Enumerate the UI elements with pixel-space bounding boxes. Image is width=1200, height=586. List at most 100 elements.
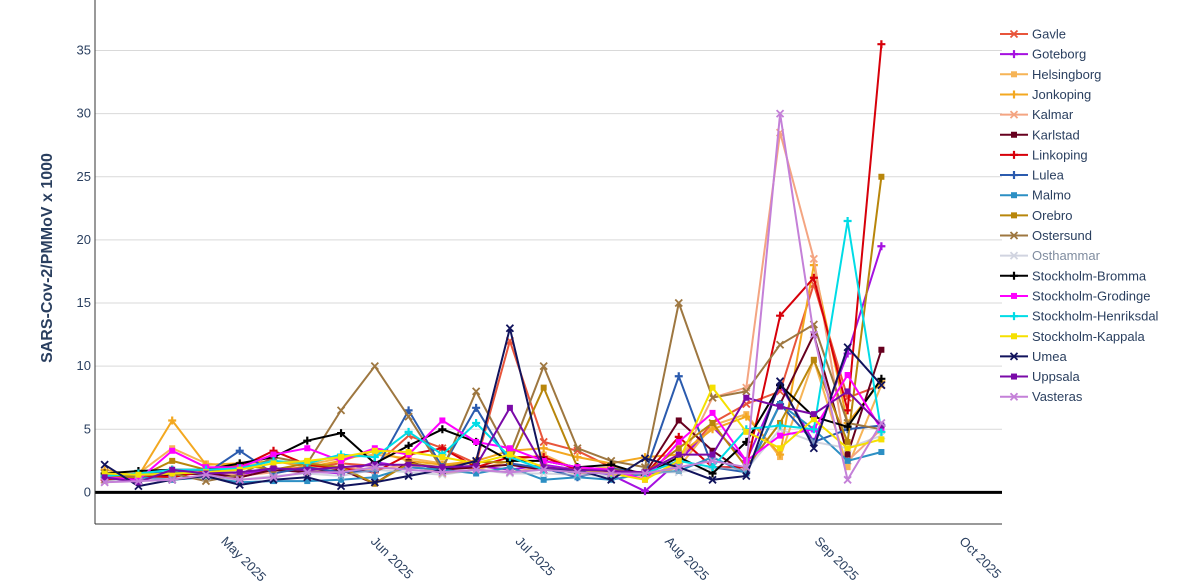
axes (94, 0, 1002, 525)
data-point (878, 436, 885, 443)
legend-label: Stockholm-Grodinge (1032, 288, 1151, 303)
data-point (775, 109, 785, 118)
data-point (473, 438, 480, 445)
legend-label: Stockholm-Bromma (1032, 268, 1147, 283)
data-point (304, 466, 311, 473)
data-point (336, 406, 346, 415)
legend-item-karlstad[interactable]: Karlstad (1000, 127, 1080, 142)
legend-marker (1010, 90, 1018, 99)
data-point (540, 384, 547, 391)
data-point (878, 346, 885, 353)
legend-label: Gavle (1032, 27, 1066, 42)
data-point (709, 451, 716, 458)
data-point (878, 173, 885, 180)
data-point (640, 454, 650, 463)
data-point (843, 343, 852, 352)
data-point (708, 475, 717, 484)
data-point (540, 464, 547, 471)
data-point (675, 451, 682, 458)
data-point (169, 470, 176, 477)
legend-item-linkoping[interactable]: Linkoping (1000, 147, 1088, 162)
data-point (270, 451, 277, 458)
legend-item-orebro[interactable]: Orebro (1000, 208, 1072, 223)
data-point (439, 417, 446, 424)
data-point (101, 470, 108, 477)
data-point (810, 411, 817, 418)
data-point (338, 454, 345, 461)
data-point (674, 298, 683, 308)
data-point (404, 412, 413, 421)
y-tick-label: 10 (77, 358, 91, 373)
legend-item-stockholm-henriksdal[interactable]: Stockholm-Henriksdal (1000, 309, 1159, 324)
legend[interactable]: Gavle Goteborg Helsingborg Jonkoping Kalmar K… (1000, 27, 1159, 405)
data-point (675, 445, 682, 452)
legend-item-gavle[interactable]: Gavle (1000, 27, 1066, 42)
data-point (135, 471, 142, 478)
y-tick-label: 15 (77, 295, 91, 310)
data-point (809, 273, 818, 282)
data-point (777, 445, 784, 452)
y-tick-label: 5 (84, 421, 91, 436)
y-tick-label: 20 (77, 232, 91, 247)
legend-marker (1011, 212, 1017, 219)
legend-label: Goteborg (1032, 47, 1086, 62)
legend-marker (1011, 71, 1017, 78)
data-point (169, 457, 176, 464)
data-point (269, 473, 278, 482)
data-point (471, 387, 481, 396)
data-point (675, 438, 682, 445)
y-tick-label: 35 (77, 43, 91, 58)
data-point (709, 419, 716, 426)
data-point (100, 478, 109, 487)
data-point (169, 447, 176, 454)
legend-marker (1011, 131, 1017, 138)
data-point (370, 463, 379, 472)
legend-label: Linkoping (1032, 147, 1088, 162)
data-point (675, 417, 682, 424)
data-point (878, 449, 885, 456)
y-tick-label: 0 (84, 484, 91, 499)
legend-label: Kalmar (1032, 107, 1074, 122)
series-line (104, 327, 883, 488)
data-point (539, 362, 548, 371)
data-point (844, 464, 851, 471)
legend-item-ostersund[interactable]: Ostersund (1000, 228, 1092, 243)
legend-item-lulea[interactable]: Lulea (1000, 168, 1065, 183)
data-point (540, 476, 547, 483)
data-point (743, 394, 750, 401)
data-point (473, 462, 480, 469)
legend-item-umea[interactable]: Umea (1000, 349, 1067, 364)
legend-item-kalmar[interactable]: Kalmar (1000, 107, 1074, 122)
data-point (674, 463, 683, 472)
data-point (877, 40, 886, 49)
data-point (708, 456, 717, 466)
legend-item-helsingborg[interactable]: Helsingborg (1000, 67, 1101, 82)
x-tick-label: Jul 2025 (513, 534, 558, 579)
legend-label: Karlstad (1032, 127, 1080, 142)
legend-item-vasteras[interactable]: Vasteras (1000, 389, 1083, 404)
legend-item-osthammar[interactable]: Osthammar (1000, 248, 1101, 263)
data-point (539, 465, 548, 474)
legend-item-uppsala[interactable]: Uppsala (1000, 369, 1080, 384)
legend-item-malmo[interactable]: Malmo (1000, 188, 1071, 203)
legend-item-stockholm-grodinge[interactable]: Stockholm-Grodinge (1000, 288, 1151, 303)
legend-marker (1009, 231, 1019, 240)
data-point (776, 421, 785, 430)
data-point (709, 447, 716, 454)
data-point (810, 416, 817, 423)
data-point (776, 311, 785, 320)
data-point (878, 422, 885, 429)
data-point (404, 441, 413, 450)
data-point (404, 465, 413, 474)
legend-item-jonkoping[interactable]: Jonkoping (1000, 87, 1091, 102)
legend-label: Osthammar (1032, 248, 1101, 263)
data-point (708, 463, 717, 472)
data-point (370, 453, 379, 462)
legend-item-goteborg[interactable]: Goteborg (1000, 47, 1086, 62)
legend-label: Malmo (1032, 188, 1071, 203)
legend-label: Orebro (1032, 208, 1072, 223)
legend-item-stockholm-kappala[interactable]: Stockholm-Kappala (1000, 329, 1145, 344)
legend-label: Ostersund (1032, 228, 1092, 243)
legend-item-stockholm-bromma[interactable]: Stockholm-Bromma (1000, 268, 1147, 283)
data-point (742, 412, 751, 421)
